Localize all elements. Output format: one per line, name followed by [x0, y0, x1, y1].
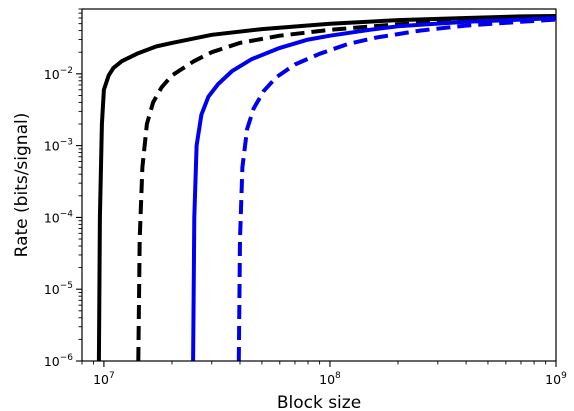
y-tick-label-3: 10−4: [44, 209, 73, 225]
y-axis-title: Rate (bits/signal): [12, 113, 32, 258]
y-tick-label-1: 10−6: [44, 353, 73, 369]
x-tick-label-3: 109: [545, 371, 567, 387]
y-tick-label-2: 10−5: [44, 281, 73, 297]
series-line-3: [191, 16, 557, 362]
x-axis-title: Block size: [277, 393, 361, 411]
y-tick-label-4: 10−3: [44, 138, 73, 154]
series-line-1: [96, 14, 557, 362]
series-line-2: [136, 15, 557, 362]
series-line-4: [236, 17, 557, 362]
ticks-layer: 107 108 109 10−6 10−5 10−4 10−3 10−2: [44, 8, 567, 387]
plot-frame: [81, 8, 557, 362]
y-tick-label-5: 10−2: [44, 66, 73, 82]
series-layer: [96, 14, 557, 362]
x-tick-label-2: 108: [319, 371, 341, 387]
x-tick-label-1: 107: [93, 371, 115, 387]
